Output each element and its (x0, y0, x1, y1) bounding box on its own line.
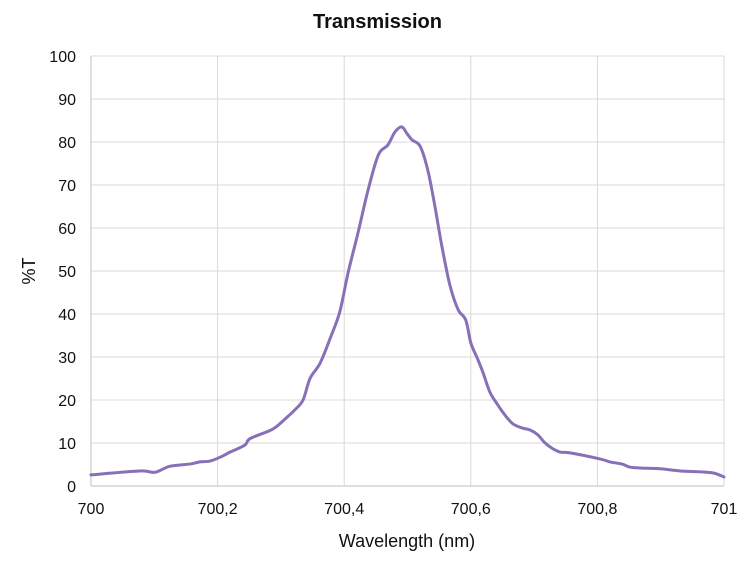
y-tick-label: 10 (58, 436, 76, 453)
x-axis-ticks: 700 700,2 700,4 700,6 700,8 701 (78, 501, 738, 518)
y-tick-label: 0 (67, 479, 76, 496)
y-tick-label: 90 (58, 92, 76, 109)
y-tick-label: 60 (58, 221, 76, 238)
y-tick-label: 50 (58, 264, 76, 281)
y-tick-label: 20 (58, 393, 76, 410)
x-tick-label: 701 (711, 501, 738, 518)
gridlines (91, 55, 725, 486)
x-tick-label: 700,8 (577, 501, 617, 518)
transmission-series-line (89, 125, 726, 479)
y-tick-label: 70 (58, 178, 76, 195)
y-tick-label: 80 (58, 135, 76, 152)
y-tick-label: 30 (58, 350, 76, 367)
axes (90, 56, 724, 487)
y-axis-ticks: 0 10 20 30 40 50 60 70 80 90 100 (49, 49, 76, 496)
x-tick-label: 700,6 (451, 501, 491, 518)
y-tick-label: 40 (58, 307, 76, 324)
x-tick-label: 700,4 (324, 501, 364, 518)
x-tick-label: 700 (78, 501, 105, 518)
x-tick-label: 700,2 (198, 501, 238, 518)
y-tick-label: 100 (49, 49, 76, 66)
y-axis-title: %T (19, 257, 39, 284)
x-axis-title: Wavelength (nm) (339, 531, 475, 551)
chart-title: Transmission (313, 11, 442, 33)
